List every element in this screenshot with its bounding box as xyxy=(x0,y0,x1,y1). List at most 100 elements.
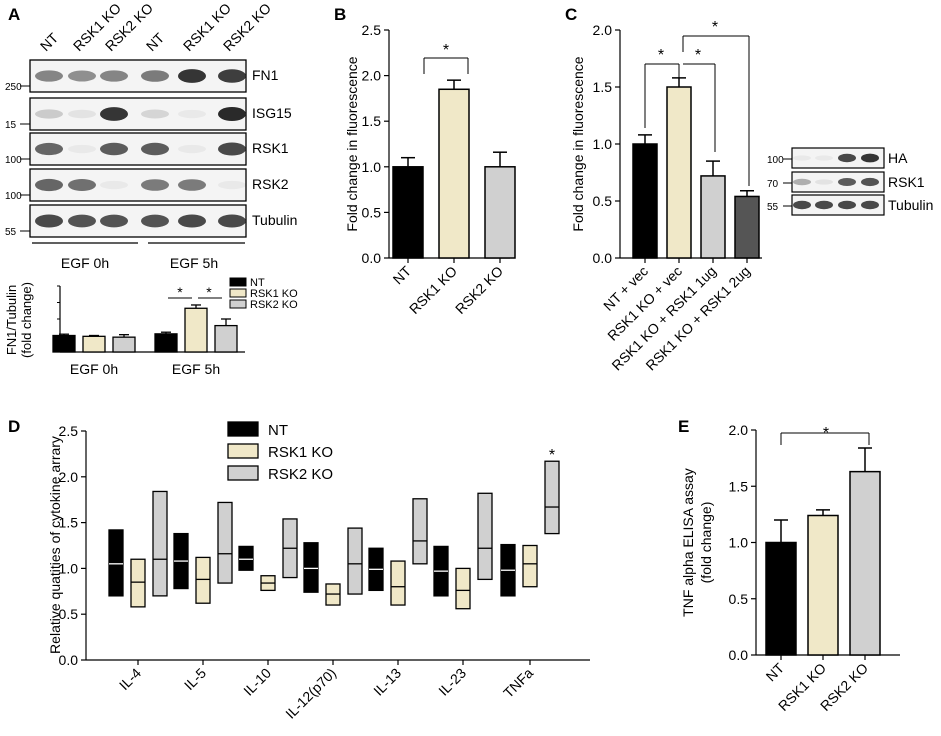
legend-label: NT xyxy=(250,277,265,289)
y-tick-label: 1.0 xyxy=(729,535,749,551)
y-tick-label: 0.0 xyxy=(729,647,749,663)
band xyxy=(178,69,206,83)
marker-label: 55 xyxy=(5,227,17,238)
significance-star: * xyxy=(443,42,449,59)
band xyxy=(100,142,128,156)
inset-label-tubulin: Tubulin xyxy=(888,197,933,213)
panel-c-chart: 0.0 0.5 1.0 1.5 2.0 Fold change in fluorescen… xyxy=(570,19,762,373)
x-tick-label: EGF 0h xyxy=(70,361,118,377)
legend-label: NT xyxy=(268,422,288,439)
x-tick-label: IL-10 xyxy=(240,665,274,699)
y-tick-label: 2.0 xyxy=(593,22,613,38)
panel-c-inset-blot: HA 100 RSK1 70 Tubulin 55 xyxy=(767,147,933,216)
box-rsk1-ko xyxy=(390,560,406,606)
y-tick-label: 0.5 xyxy=(593,193,613,209)
x-tick-label: IL-5 xyxy=(181,665,210,694)
band xyxy=(218,107,246,121)
bar-rsk2-ko xyxy=(484,166,516,259)
box-rsk2-ko xyxy=(477,492,493,581)
band xyxy=(178,109,206,119)
y-axis-label: TNF alpha ELISA assay xyxy=(680,468,696,617)
box-rsk1-ko xyxy=(130,558,146,608)
bar-rsk2-ko xyxy=(112,336,136,353)
significance-star: * xyxy=(549,447,555,464)
box-rsk1-ko xyxy=(522,544,538,588)
band xyxy=(838,178,856,186)
box-nt xyxy=(303,542,319,593)
panel-letter-a: A xyxy=(8,5,20,24)
bar-nt xyxy=(154,333,178,353)
y-tick-label: 0.5 xyxy=(729,591,749,607)
legend-swatch xyxy=(227,443,259,459)
band xyxy=(218,180,246,190)
band xyxy=(861,200,879,210)
marker-label: 100 xyxy=(5,191,22,202)
y-tick-label: 0.0 xyxy=(362,250,382,266)
box-rsk2-ko xyxy=(412,498,428,565)
band xyxy=(861,177,879,187)
band xyxy=(100,70,128,82)
bar-rsk1-ko-vec xyxy=(666,86,692,259)
legend-swatch xyxy=(229,277,247,287)
band xyxy=(68,144,96,154)
significance-star: * xyxy=(823,425,829,442)
y-tick-label: 2.5 xyxy=(59,423,79,439)
band xyxy=(68,109,96,119)
blot-isg15 xyxy=(29,97,247,131)
band xyxy=(100,214,128,228)
y-tick-label: 1.5 xyxy=(593,79,613,95)
y-tick-label: 1.5 xyxy=(362,113,382,129)
group-label-egf5: EGF 5h xyxy=(170,255,218,271)
y-tick-label: 1.0 xyxy=(593,136,613,152)
band xyxy=(178,214,206,228)
band xyxy=(68,70,96,82)
bar-nt xyxy=(392,166,424,259)
blot-label-fn1: FN1 xyxy=(252,67,279,83)
band xyxy=(141,214,169,228)
significance-star: * xyxy=(695,47,701,64)
box-rsk2-ko xyxy=(152,490,168,597)
band xyxy=(178,144,206,154)
band xyxy=(100,107,128,121)
legend-swatch xyxy=(227,421,259,437)
band xyxy=(141,109,169,119)
bar-rsk2-ko xyxy=(849,470,881,656)
box-rsk2-ko xyxy=(347,527,363,595)
bar-rsk1-ko-rsk1-1ug xyxy=(700,175,726,259)
legend-swatch xyxy=(229,288,247,298)
bar-nt-vec xyxy=(632,143,658,259)
y-tick-label: 1.0 xyxy=(362,159,382,175)
y-axis-label: Fold change in fluorescence xyxy=(344,56,360,231)
blot-fn1 xyxy=(29,59,247,93)
marker-label: 100 xyxy=(5,155,22,166)
x-tick-label: RSK2 KO xyxy=(452,263,506,317)
marker-label: 100 xyxy=(767,155,784,166)
marker-label: 70 xyxy=(767,179,779,190)
y-tick-label: 1.0 xyxy=(59,560,79,576)
band xyxy=(141,142,169,156)
y-tick-label: 2.0 xyxy=(729,422,749,438)
bar-rsk1-ko xyxy=(807,514,839,656)
x-tick-label: TNFa xyxy=(500,665,536,701)
marker-label: 15 xyxy=(5,120,17,131)
bar-rsk1-ko xyxy=(184,307,208,353)
significance-star: * xyxy=(712,19,718,36)
box-rsk2-ko xyxy=(217,501,233,584)
y-tick-label: 0.5 xyxy=(362,204,382,220)
bar-rsk2-ko xyxy=(214,324,238,353)
band xyxy=(815,200,833,210)
y-tick-label: 2.0 xyxy=(59,469,79,485)
x-tick-label: RSK1 KO xyxy=(406,263,460,317)
legend-swatch xyxy=(227,465,259,481)
lane-label: NT xyxy=(143,29,168,54)
band xyxy=(793,200,811,210)
y-tick-label: 0.0 xyxy=(593,250,613,266)
x-tick-label: IL-13 xyxy=(370,665,404,699)
band xyxy=(68,179,96,191)
band xyxy=(35,178,63,192)
marker-label: 250 xyxy=(5,82,22,93)
lane-label: NT xyxy=(37,29,62,54)
y-tick-label: 0.0 xyxy=(59,652,79,668)
